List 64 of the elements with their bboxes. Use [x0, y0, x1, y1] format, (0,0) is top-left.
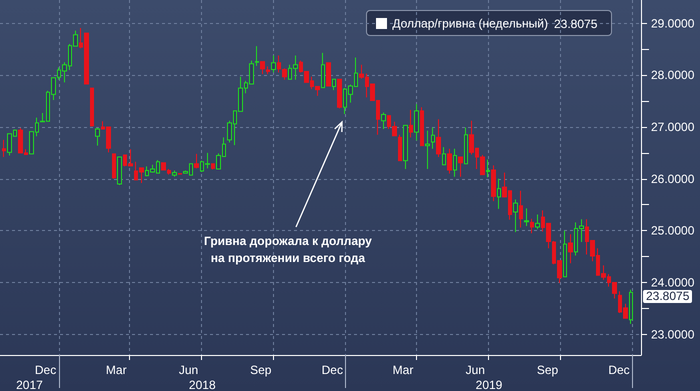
candlestick — [458, 156, 463, 178]
candlestick — [420, 106, 424, 146]
candlestick — [326, 62, 331, 88]
candlestick — [414, 104, 419, 141]
candlestick — [90, 87, 94, 127]
annotation: 23.8075 — [554, 17, 598, 31]
annotation: Гривна дорожала к доллару на протяжении всего года — [204, 233, 372, 267]
candlestick — [497, 178, 501, 210]
x-tick-label: Mar — [392, 363, 414, 377]
candlestick — [398, 134, 402, 162]
candlestick — [255, 46, 259, 66]
candlestick — [442, 146, 446, 166]
candlestick — [447, 148, 452, 174]
x-tick-label: Mar — [106, 363, 127, 377]
candlestick — [568, 234, 573, 264]
y-tick-label: 25.0000 — [651, 224, 695, 238]
candlestick — [486, 159, 490, 178]
candlestick — [266, 66, 270, 75]
x-tick-label: Dec — [34, 363, 56, 377]
candlestick — [519, 190, 523, 228]
candlestick — [535, 214, 540, 230]
x-tick-label: Sep — [250, 363, 272, 377]
candlestick — [211, 162, 215, 170]
candlestick — [530, 218, 534, 234]
candlestick — [112, 152, 116, 180]
y-tick-label: 26.0000 — [651, 172, 695, 186]
text: 2019 — [476, 378, 503, 391]
candlestick — [453, 148, 457, 178]
candlestick — [409, 109, 413, 138]
candlestick — [513, 199, 518, 233]
y-tick-label: 28.0000 — [651, 68, 695, 82]
candlestick — [425, 130, 430, 170]
candlestick — [381, 112, 386, 130]
candlestick — [194, 153, 199, 169]
text: Доллар/гривна (недельный) — [392, 16, 548, 30]
candlestick — [563, 230, 567, 278]
candlestick — [117, 156, 122, 186]
candlestick — [271, 54, 276, 74]
y-tick-label: 23.0000 — [651, 327, 695, 342]
candlestick — [524, 208, 529, 226]
x-tick-label: Dec — [322, 363, 343, 377]
candlestick — [332, 78, 336, 91]
candlestick — [337, 78, 342, 109]
text: 23.8075 — [643, 289, 692, 304]
y-tick-label: 29.0000 — [651, 16, 695, 30]
candlestick — [629, 289, 633, 324]
text: 2017 — [16, 378, 44, 391]
candlestick — [2, 139, 6, 158]
candlestick — [464, 126, 468, 164]
y-tick-label: 24.0000 — [651, 275, 695, 290]
candlestick — [321, 52, 325, 88]
candlestick — [95, 128, 100, 146]
x-tick-label: Jun — [466, 363, 485, 377]
x-tick-label: Jun — [178, 363, 198, 377]
candlestick — [431, 126, 435, 150]
y-tick-label: 27.0000 — [651, 120, 695, 134]
x-tick-label: Sep — [536, 363, 559, 377]
candlestick — [403, 124, 408, 170]
candlestick — [260, 61, 265, 75]
candlestick — [491, 164, 496, 202]
x-tick-label: Dec — [608, 363, 630, 377]
candlestick — [436, 118, 441, 158]
candlestick — [172, 170, 177, 178]
text: 2018 — [188, 378, 216, 391]
